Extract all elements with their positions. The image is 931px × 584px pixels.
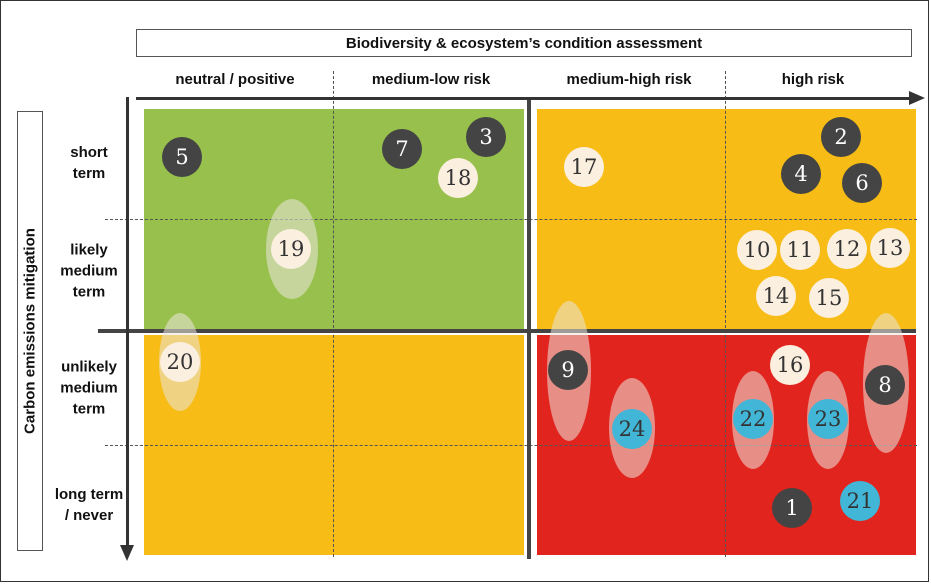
marker-16: 16 [770, 345, 810, 385]
column-header-high-risk: high risk [781, 71, 845, 88]
marker-4: 4 [781, 154, 821, 194]
column-divider [333, 71, 334, 557]
column-header-neutral-positive: neutral / positive [175, 71, 295, 88]
x-axis-line [136, 97, 911, 100]
row-header-line: short [70, 144, 108, 161]
marker-3: 3 [466, 117, 506, 157]
row-divider [105, 445, 917, 446]
y-axis-line [126, 97, 129, 547]
marker-22: 22 [733, 399, 773, 439]
marker-7: 7 [382, 129, 422, 169]
y-axis-arrowhead [120, 545, 134, 561]
marker-2: 2 [821, 117, 861, 157]
marker-6: 6 [842, 163, 882, 203]
marker-23: 23 [808, 399, 848, 439]
column-divider [725, 71, 726, 557]
column-header-medium-high-risk: medium-high risk [566, 71, 692, 88]
marker-21: 21 [840, 481, 880, 521]
row-header-line: unlikely [61, 358, 117, 376]
row-header-line: likely [70, 241, 108, 259]
marker-8: 8 [865, 365, 905, 405]
marker-15: 15 [809, 278, 849, 318]
marker-11: 11 [780, 230, 820, 270]
marker-10: 10 [737, 230, 777, 270]
row-header-long-term-never: long term / never [47, 484, 131, 526]
marker-19: 19 [271, 229, 311, 269]
row-header-likely-medium-term: likely medium term [47, 240, 131, 303]
column-header-medium-low-risk: medium-low risk [371, 71, 491, 88]
row-header-line: medium [60, 379, 118, 397]
row-header-line: medium [60, 262, 118, 280]
row-header-line: long term [54, 486, 124, 503]
y-axis-title: Carbon emissions mitigation [21, 228, 39, 434]
diagram-title: Biodiversity & ecosystem’s condition ass… [136, 29, 912, 57]
main-vertical-divider [527, 97, 531, 559]
y-axis-title-box [17, 111, 43, 551]
row-header-short-term: short term [47, 142, 131, 184]
main-horizontal-divider [98, 329, 916, 333]
marker-12: 12 [827, 229, 867, 269]
row-divider [105, 219, 917, 220]
row-header-line: term [72, 283, 106, 301]
row-header-line: term [72, 165, 106, 182]
marker-1: 1 [772, 488, 812, 528]
marker-20: 20 [160, 342, 200, 382]
marker-9: 9 [548, 350, 588, 390]
x-axis-arrowhead [909, 91, 925, 105]
marker-14: 14 [756, 276, 796, 316]
row-header-unlikely-medium-term: unlikely medium term [47, 357, 131, 420]
row-header-line: term [72, 400, 106, 418]
marker-13: 13 [870, 228, 910, 268]
marker-17: 17 [564, 147, 604, 187]
row-header-line: / never [64, 507, 114, 524]
marker-5: 5 [162, 137, 202, 177]
marker-24: 24 [612, 409, 652, 449]
marker-18: 18 [438, 158, 478, 198]
